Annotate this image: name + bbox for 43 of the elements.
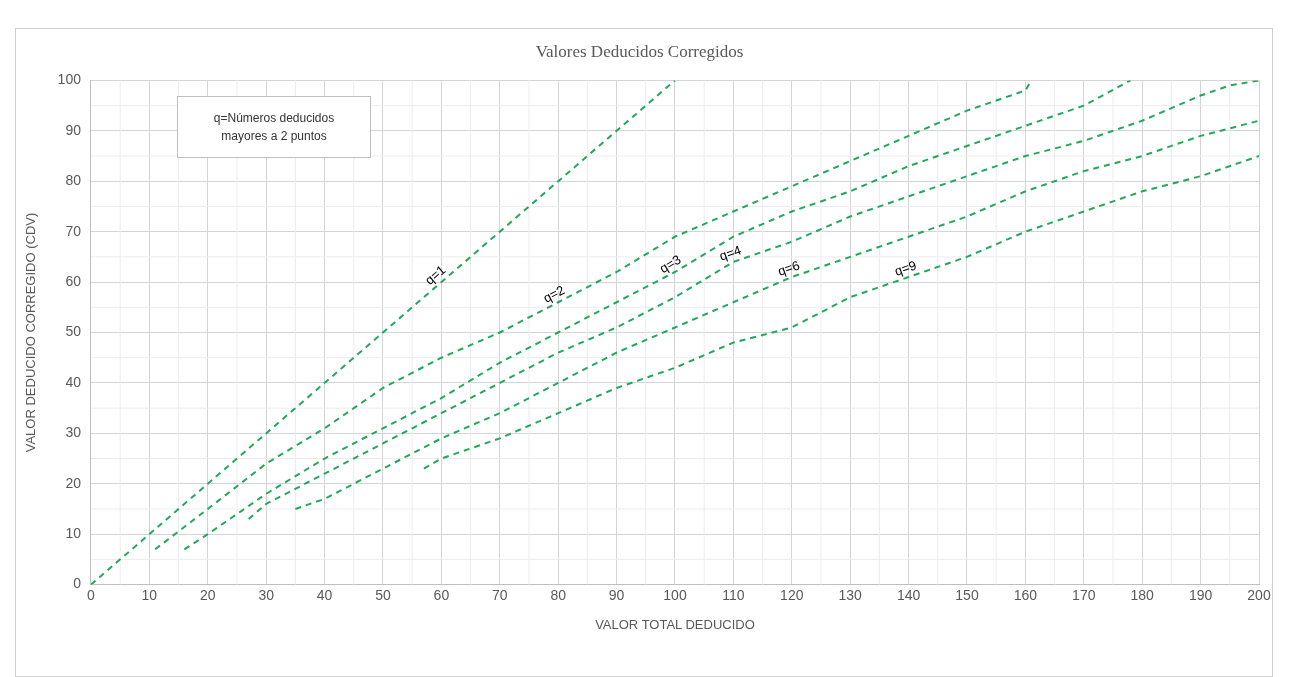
x-tick-label: 190	[1188, 586, 1213, 603]
x-tick-label: 0	[87, 586, 96, 603]
x-tick-label: 160	[1013, 586, 1038, 603]
x-tick-label: 150	[955, 586, 979, 603]
y-tick-label: 60	[65, 272, 82, 289]
x-tick-label: 70	[491, 586, 508, 603]
x-tick-label: 110	[722, 586, 745, 603]
x-tick-label: 60	[433, 586, 450, 603]
x-tick-label: 10	[141, 586, 158, 603]
x-tick-label: 120	[780, 586, 804, 603]
y-tick-label: 0	[73, 575, 82, 592]
x-axis-title: VALOR TOTAL DEDUCIDO	[595, 616, 755, 632]
x-tick-label: 50	[375, 586, 391, 603]
y-tick-label: 80	[65, 172, 82, 189]
annotation: q=1	[421, 262, 449, 288]
y-tick-label: 10	[65, 525, 82, 542]
chart-title: Valores Deducidos Corregidos	[535, 41, 744, 61]
y-tick-label: 90	[65, 121, 82, 138]
x-tick-label: 80	[550, 586, 567, 603]
note-box: q=Números deducidos mayores a 2 puntos	[177, 96, 371, 158]
annotation: q=2	[540, 282, 568, 306]
x-tick-label: 200	[1247, 586, 1271, 603]
x-tick-label: 130	[838, 586, 863, 603]
x-tick-label: 40	[316, 586, 333, 603]
y-tick-label: 40	[65, 373, 82, 390]
y-tick-label: 20	[65, 474, 82, 491]
y-tick-label: 50	[65, 323, 82, 340]
x-tick-label: 100	[663, 586, 687, 603]
x-tick-label: 90	[608, 586, 625, 603]
x-tick-label: 170	[1072, 586, 1096, 603]
line-series	[422, 155, 1259, 470]
y-tick-label: 70	[65, 222, 82, 239]
annotation: q=9	[892, 257, 919, 279]
x-tick-label: 180	[1130, 586, 1155, 603]
y-tick-label: 30	[65, 424, 82, 441]
x-tick-label: 140	[896, 586, 921, 603]
y-tick-label: 100	[57, 71, 82, 88]
x-tick-label: 30	[258, 586, 275, 603]
y-axis-title: VALOR DEDUCIDO CORREGIDO (CDV)	[23, 212, 39, 453]
annotation: q=4	[717, 242, 744, 264]
annotation: q=3	[656, 251, 684, 277]
annotation: q=6	[775, 257, 802, 279]
x-tick-label: 20	[199, 586, 216, 603]
